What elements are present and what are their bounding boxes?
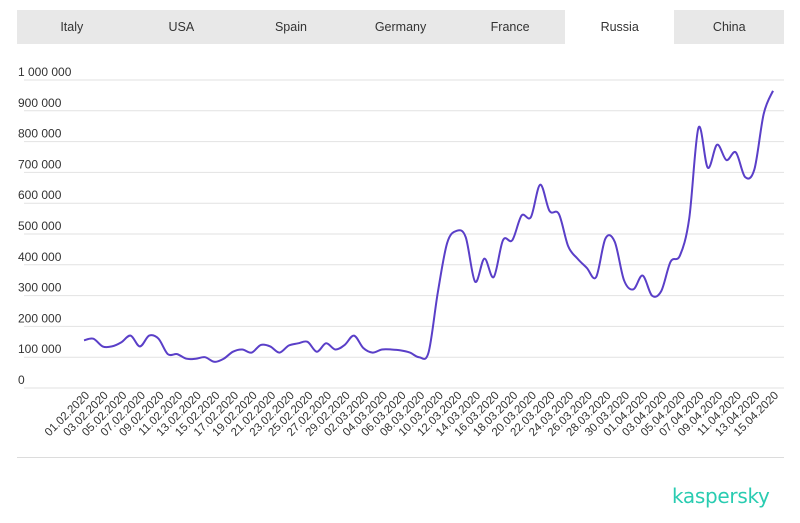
y-tick-label: 900 000 bbox=[18, 96, 62, 110]
kaspersky-logo: kaspersky bbox=[672, 484, 770, 508]
y-tick-label: 700 000 bbox=[18, 157, 62, 171]
tab-china[interactable]: China bbox=[712, 20, 746, 34]
tab-spain[interactable]: Spain bbox=[274, 20, 307, 34]
tab-france[interactable]: France bbox=[490, 20, 530, 34]
tab-usa[interactable]: USA bbox=[168, 20, 195, 34]
series-line bbox=[83, 90, 774, 363]
line-chart: 0 100 000 200 000 300 000 400 000 500 000 600 … bbox=[18, 65, 784, 439]
y-tick-label: 100 000 bbox=[18, 342, 62, 356]
country-tab-bar: Italy USA Spain Germany France Russia Ch… bbox=[17, 10, 784, 44]
y-tick-label: 300 000 bbox=[18, 281, 62, 295]
bottom-divider bbox=[17, 457, 784, 458]
y-tick-label: 0 bbox=[18, 373, 25, 387]
tab-italy[interactable]: Italy bbox=[60, 20, 84, 34]
y-tick-label: 800 000 bbox=[18, 127, 62, 141]
y-tick-label: 200 000 bbox=[18, 311, 62, 325]
tab-germany[interactable]: Germany bbox=[374, 20, 427, 34]
y-tick-label: 500 000 bbox=[18, 219, 62, 233]
y-tick-label: 1 000 000 bbox=[18, 65, 72, 79]
y-tick-label: 600 000 bbox=[18, 188, 62, 202]
tab-russia[interactable]: Russia bbox=[564, 10, 675, 44]
y-tick-label: 400 000 bbox=[18, 250, 62, 264]
